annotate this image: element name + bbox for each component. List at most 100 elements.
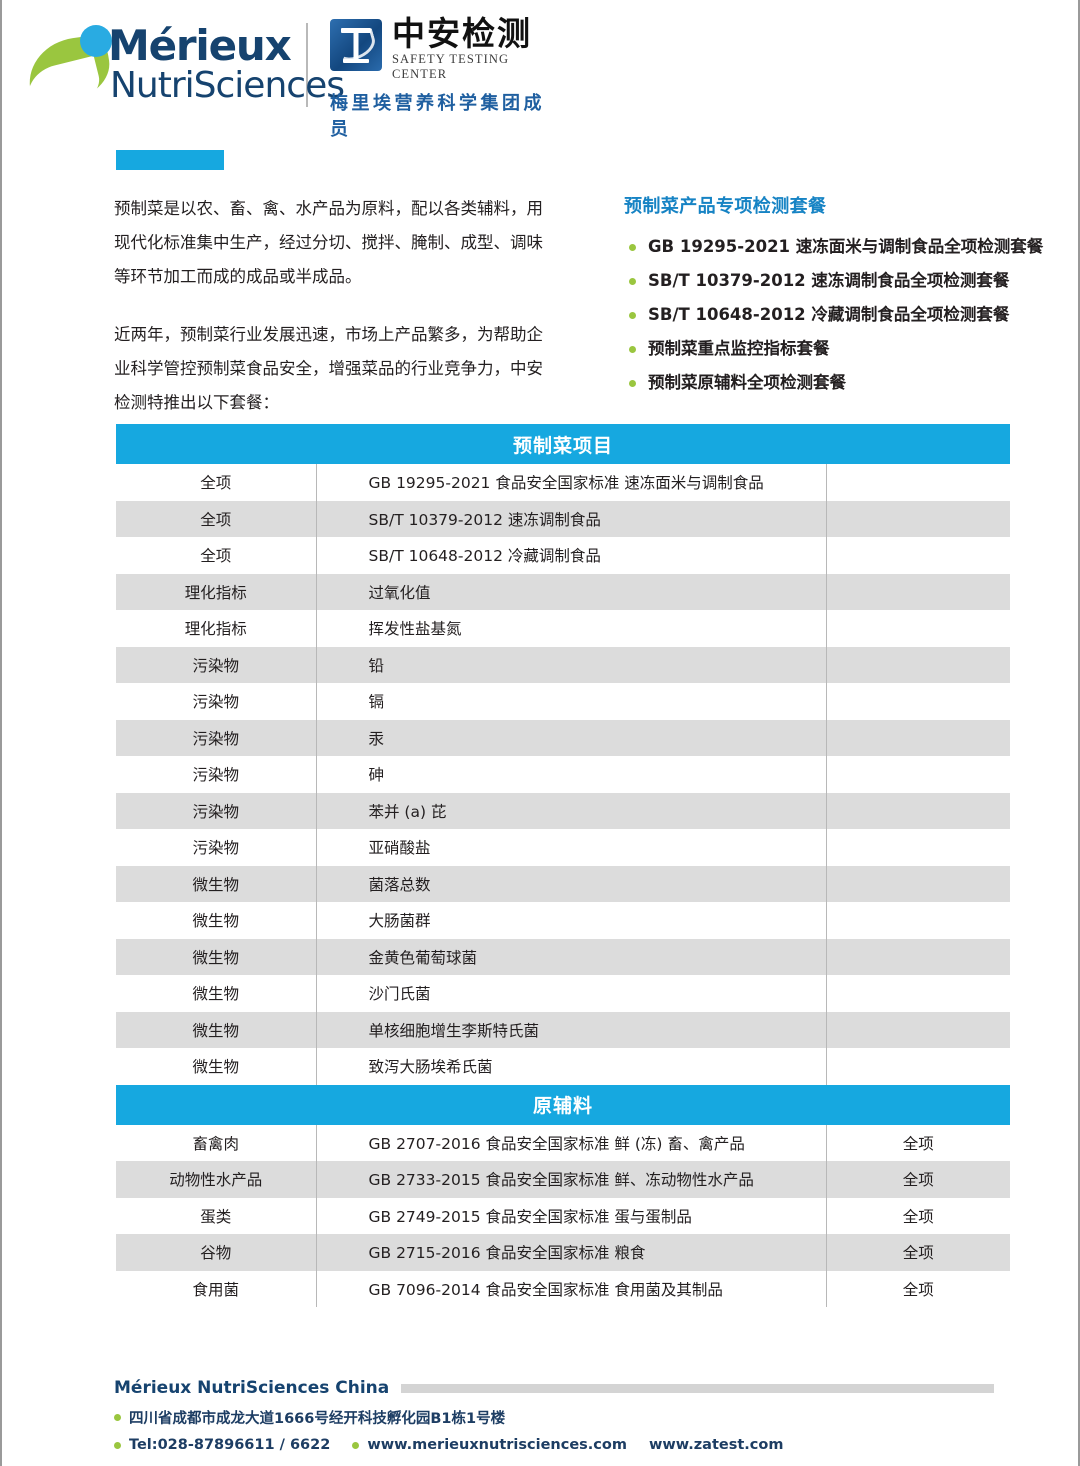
footer-website-primary[interactable]: www.merieuxnutrisciences.com: [367, 1437, 627, 1453]
merieux-nutrisciences-logo: Mérieux NutriSciences: [24, 17, 345, 113]
footer-website-secondary[interactable]: www.zatest.com: [648, 1437, 784, 1453]
table-row: 微生物 大肠菌群: [116, 902, 1011, 939]
list-item: SB/T 10648-2012 冷藏调制食品全项检测套餐: [624, 298, 1024, 332]
table-section-header-row: 预制菜项目: [116, 424, 1011, 464]
cell-item: 铅: [315, 646, 827, 683]
footer-title-row: Mérieux NutriSciences China: [114, 1378, 994, 1398]
bullet-icon: [114, 1414, 121, 1421]
footer-address-line: 四川省成都市成龙大道1666号经开科技孵化园B1栋1号楼: [114, 1407, 994, 1428]
intro-text-column: 预制菜是以农、畜、禽、水产品为原料，配以各类辅料，用现代化标准集中生产，经过分切…: [114, 192, 544, 420]
cell-category: 污染物: [116, 719, 316, 756]
table-row: 全项 SB/T 10379-2012 速冻调制食品: [116, 500, 1011, 537]
cell-item: SB/T 10379-2012 速冻调制食品: [315, 500, 827, 537]
table-row: 畜禽肉 GB 2707-2016 食品安全国家标准 鲜 (冻) 畜、禽产品 全项: [116, 1124, 1011, 1161]
cell-category: 微生物: [116, 1011, 316, 1048]
intro-paragraph-2: 近两年，预制菜行业发展迅速，市场上产品繁多，为帮助企业科学管控预制菜食品安全，增…: [114, 325, 543, 412]
table-row: 污染物 汞: [116, 719, 1011, 756]
bullet-icon: [629, 346, 636, 353]
cell-item: 大肠菌群: [315, 902, 827, 939]
cell-item: 沙门氏菌: [315, 975, 827, 1012]
table-row: 污染物 铅: [116, 646, 1011, 683]
flask-t-mark-icon: [330, 19, 382, 71]
logo-member-text: 梅里埃营养科学集团成员: [330, 93, 545, 141]
table-row: 谷物 GB 2715-2016 食品安全国家标准 粮食 全项: [116, 1234, 1011, 1271]
cell-item: 亚硝酸盐: [315, 829, 827, 866]
cell-scope: [826, 610, 1011, 647]
logo-divider: [306, 23, 308, 107]
cell-item: GB 19295-2021 食品安全国家标准 速冻面米与调制食品: [315, 464, 827, 501]
packages-column: 预制菜产品专项检测套餐 GB 19295-2021 速冻面米与调制食品全项检测套…: [624, 192, 1043, 400]
cell-scope: [826, 1048, 1011, 1085]
cell-scope: [826, 537, 1011, 574]
list-item: GB 19295-2021 速冻面米与调制食品全项检测套餐: [624, 230, 1043, 264]
cell-category: 微生物: [116, 975, 316, 1012]
cell-scope: [826, 902, 1011, 939]
cell-category: 微生物: [116, 902, 316, 939]
cell-scope: [826, 464, 1011, 501]
cell-item: GB 2733-2015 食品安全国家标准 鲜、冻动物性水产品: [315, 1161, 827, 1198]
bullet-icon: [629, 278, 636, 285]
package-label: 预制菜原辅料全项检测套餐: [648, 373, 846, 392]
packages-title: 预制菜产品专项检测套餐: [624, 196, 827, 217]
cell-scope: 全项: [826, 1270, 1011, 1307]
logo-merieux-text: Mérieux: [108, 21, 292, 70]
list-item: 预制菜重点监控指标套餐: [624, 332, 1024, 366]
cell-item: 菌落总数: [315, 865, 827, 902]
bullet-icon: [629, 380, 636, 387]
footer-tel[interactable]: Tel:028-87896611 / 6622: [129, 1437, 331, 1453]
list-item: SB/T 10379-2012 速冻调制食品全项检测套餐: [624, 264, 1024, 298]
cell-item: 金黄色葡萄球菌: [315, 938, 827, 975]
cell-item: 镉: [315, 683, 827, 720]
packages-list: GB 19295-2021 速冻面米与调制食品全项检测套餐 SB/T 10379…: [624, 230, 1043, 400]
table-row: 污染物 镉: [116, 683, 1011, 720]
cell-scope: 全项: [826, 1161, 1011, 1198]
table-row: 理化指标 过氧化值: [116, 573, 1011, 610]
cell-item: SB/T 10648-2012 冷藏调制食品: [315, 537, 827, 574]
section-title-prepared-dishes: 预制菜项目: [116, 424, 1011, 464]
section-title-raw-materials: 原辅料: [116, 1084, 1011, 1125]
table-row: 污染物 砷: [116, 756, 1011, 793]
intro-paragraph-1: 预制菜是以农、畜、禽、水产品为原料，配以各类辅料，用现代化标准集中生产，经过分切…: [114, 199, 543, 286]
table-row: 微生物 沙门氏菌: [116, 975, 1011, 1012]
logo-zhongan-en-text: SAFETY TESTING CENTER: [392, 52, 510, 82]
cell-category: 污染物: [116, 829, 316, 866]
t-base-shape: [343, 59, 369, 63]
cell-scope: 全项: [826, 1124, 1011, 1161]
cell-scope: 全项: [826, 1234, 1011, 1271]
cell-item: GB 2707-2016 食品安全国家标准 鲜 (冻) 畜、禽产品: [315, 1124, 827, 1161]
table-row: 污染物 亚硝酸盐: [116, 829, 1011, 866]
cell-scope: [826, 829, 1011, 866]
footer-address: 四川省成都市成龙大道1666号经开科技孵化园B1栋1号楼: [129, 1411, 506, 1427]
cell-scope: [826, 938, 1011, 975]
logo-zhongan-cn-text: 中安检测: [392, 14, 532, 53]
cell-scope: [826, 975, 1011, 1012]
package-label: SB/T 10648-2012 冷藏调制食品全项检测套餐: [648, 305, 1010, 324]
bullet-icon: [114, 1441, 121, 1449]
t-stem-shape: [353, 32, 359, 60]
package-label: 预制菜重点监控指标套餐: [648, 339, 830, 358]
package-label: GB 19295-2021 速冻面米与调制食品全项检测套餐: [648, 237, 1044, 256]
cell-category: 污染物: [116, 646, 316, 683]
cell-scope: [826, 500, 1011, 537]
cell-scope: [826, 865, 1011, 902]
table-row: 微生物 金黄色葡萄球菌: [116, 938, 1011, 975]
cell-item: GB 2749-2015 食品安全国家标准 蛋与蛋制品: [315, 1197, 827, 1234]
cell-category: 全项: [116, 500, 316, 537]
cell-item: 苯并 (a) 芘: [315, 792, 827, 829]
cell-category: 污染物: [116, 792, 316, 829]
list-item: 预制菜原辅料全项检测套餐: [624, 366, 1024, 400]
cell-category: 污染物: [116, 756, 316, 793]
cell-category: 理化指标: [116, 610, 316, 647]
cell-category: 污染物: [116, 683, 316, 720]
cell-scope: [826, 719, 1011, 756]
cell-item: 过氧化值: [315, 573, 827, 610]
table-row: 蛋类 GB 2749-2015 食品安全国家标准 蛋与蛋制品 全项: [116, 1197, 1011, 1234]
cell-category: 微生物: [116, 938, 316, 975]
cell-scope: [826, 792, 1011, 829]
cell-category: 微生物: [116, 1048, 316, 1085]
bullet-icon: [352, 1441, 360, 1449]
table-row: 污染物 苯并 (a) 芘: [116, 792, 1011, 829]
testing-items-table: 预制菜项目 全项 GB 19295-2021 食品安全国家标准 速冻面米与调制食…: [116, 424, 1011, 1307]
table-row: 全项 SB/T 10648-2012 冷藏调制食品: [116, 537, 1011, 574]
cell-category: 蛋类: [116, 1197, 316, 1234]
